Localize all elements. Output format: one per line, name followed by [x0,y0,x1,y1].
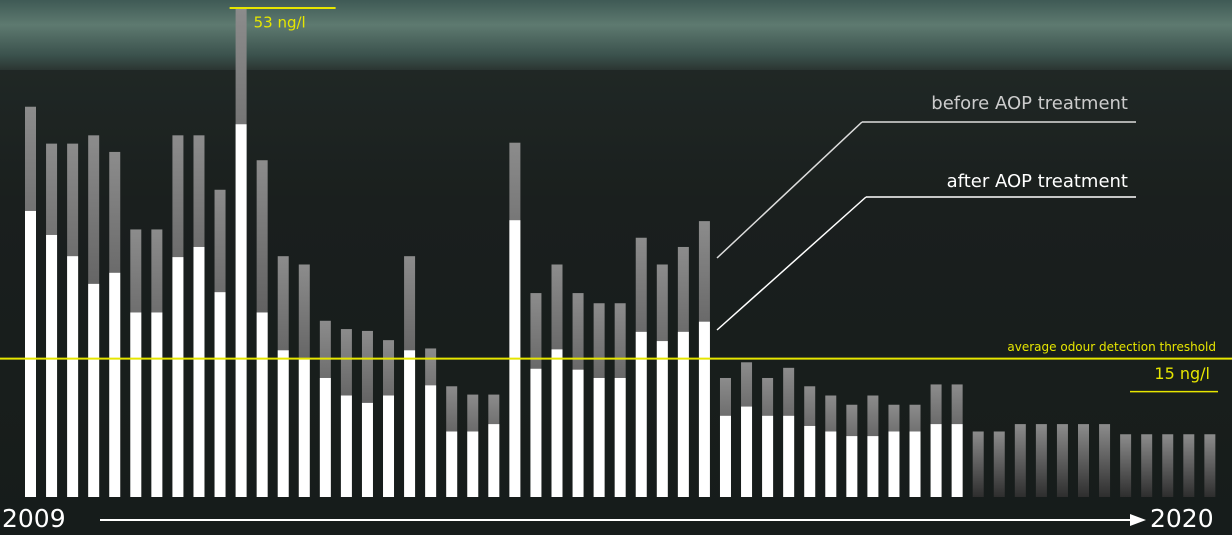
bar-after [467,431,479,497]
bar-after [488,424,500,497]
bar-after [867,436,879,497]
bar-after [256,312,268,497]
bar-before [993,431,1005,497]
bar-after [298,358,310,497]
bar-after [130,312,142,497]
bar-after [719,415,731,497]
bar-after [846,436,858,497]
bar-before [1204,434,1216,497]
bar-before [1120,434,1132,497]
value-label: 53 ng/l [254,14,306,32]
bar-after [888,431,900,497]
bar-after [530,368,542,497]
bar-after [551,349,563,497]
bar-after [235,124,247,497]
bar-before [1014,424,1026,497]
axis-arrow [1130,514,1146,526]
bar-after [572,369,584,497]
bar-after [783,415,795,497]
bar-after [614,377,626,497]
bar-after [909,431,921,497]
bar-after [404,350,416,497]
bar-after [446,431,458,497]
threshold-label: 15 ng/l [1154,364,1210,383]
bar-before [1056,424,1068,497]
bar-after [741,406,753,497]
bar-before [1162,434,1174,497]
bar-after [825,431,837,497]
bar-after [804,425,816,497]
bar-after [951,424,963,497]
bar-after [172,257,184,497]
bar-after [88,283,100,497]
bar-after [277,350,289,497]
bar-before [1099,424,1111,497]
bar-after [930,424,942,497]
callout-line [716,196,867,331]
bar-before [1141,434,1153,497]
legend-before: before AOP treatment [931,93,1128,114]
bar-before [1183,434,1195,497]
threshold-name: average odour detection threshold [1007,340,1216,354]
bar-after [656,341,668,497]
bar-after [762,415,774,497]
bar-after [698,321,710,497]
bar-before [1078,424,1089,497]
bar-after [46,234,58,497]
bar-after [25,210,36,497]
bar-after [67,256,79,497]
bar-after [361,402,373,497]
bar-after [635,331,647,497]
bar-after [109,272,121,497]
bar-before [1035,424,1047,497]
bar-after [340,395,352,497]
bar-after [383,395,395,497]
legend-after: after AOP treatment [947,171,1128,192]
bar-after [593,377,605,497]
callout-line [716,121,863,259]
x-end-label: 2020 [1150,504,1214,533]
bar-after [214,292,226,497]
x-start-label: 2009 [2,504,66,533]
bar-after [425,385,437,497]
bar-after [677,331,689,497]
bar-after [151,312,163,497]
bar-after [193,246,205,497]
bar-before [972,431,984,497]
bar-after [319,377,331,497]
